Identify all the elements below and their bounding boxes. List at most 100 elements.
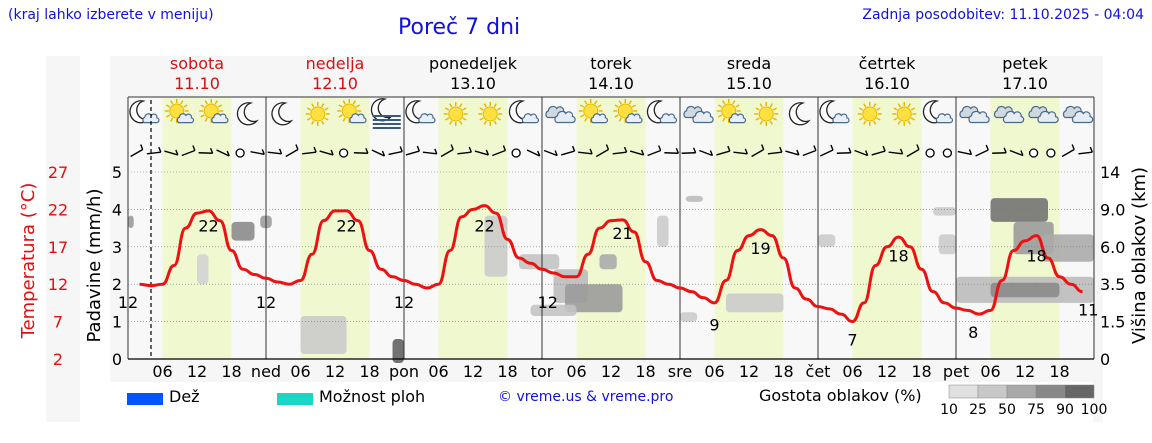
location-hint[interactable]: (kraj lahko izberete v meniju) [8, 7, 214, 23]
cloud-cell [565, 284, 623, 313]
sun-disc [758, 106, 774, 122]
precipitation-tick: 1 [112, 313, 122, 332]
wind-barb [785, 150, 800, 156]
x-tick-label: 06 [290, 362, 310, 381]
cloud-shape [521, 113, 540, 124]
left-margin-strip [46, 56, 80, 422]
wind-barb-flag [158, 146, 162, 153]
daytime-band [576, 97, 646, 359]
cloudy-icon [993, 105, 1025, 124]
x-tick-label: ned [251, 362, 281, 381]
day-name: sreda [727, 54, 771, 73]
last-updated: Zadnja posodobitev: 11.10.2025 - 04:04 [862, 7, 1144, 23]
wind-barb [854, 149, 868, 157]
moon-cloud-icon [129, 100, 160, 124]
cloud-cell [933, 207, 956, 216]
density-scale-tick: 10 [940, 402, 958, 418]
wind-barb-flag [899, 148, 904, 155]
wind-barb [733, 151, 748, 155]
wind-barb [526, 149, 541, 157]
wind-barb-flag [399, 146, 403, 152]
sun-ray [311, 103, 315, 108]
day-name: nedelja [306, 54, 365, 73]
cloud-cell [392, 339, 404, 363]
wind-barb-flag [744, 148, 748, 155]
moon-icon [271, 102, 294, 126]
wind-barb [802, 149, 817, 157]
wind-barb [975, 149, 989, 157]
wind-barb-flag [865, 150, 869, 156]
right-margin-strip [1093, 56, 1103, 422]
x-tick-label: 18 [911, 362, 931, 381]
cloud-cell [1042, 234, 1094, 262]
sun-ray [897, 103, 901, 108]
moon-crescent [271, 102, 294, 126]
x-tick-label: 06 [428, 362, 448, 381]
credit-link[interactable]: © vreme.us & vreme.pro [498, 389, 674, 405]
sun-ray [618, 100, 622, 105]
sun-ray [493, 120, 497, 125]
cloud-shape [692, 110, 714, 124]
x-tick-label: 12 [877, 362, 897, 381]
density-scale-cell [1064, 384, 1095, 399]
sun-ray [732, 100, 736, 105]
temperature-label: 22 [336, 216, 356, 235]
legend-showers-swatch [277, 393, 313, 405]
sun-ray [910, 107, 916, 111]
temperature-axis-label: Temperatura (°C) [18, 183, 39, 340]
wind-barb [1061, 148, 1075, 158]
cloud-shape [968, 110, 990, 124]
day-date: 13.10 [450, 74, 496, 93]
sun-cloud-icon [613, 99, 643, 124]
wind-barb-flag [830, 144, 834, 151]
cloud-shape [349, 113, 367, 124]
moon-icon [236, 102, 259, 126]
wind-barb-flag [779, 146, 783, 153]
wind-barb-flag [381, 150, 386, 157]
sun-ray [462, 117, 467, 121]
sun-ray [165, 104, 171, 108]
wind-barb-flag [192, 145, 196, 151]
sun-ray [614, 104, 619, 108]
sun-ray [772, 117, 778, 121]
sun-ray [170, 100, 174, 105]
temperature-tick: 7 [53, 313, 63, 332]
wind-barb-flag [675, 147, 680, 154]
x-tick-label: 18 [221, 362, 241, 381]
calm-wind-marker [235, 148, 245, 158]
precipitation-tick: 3 [112, 238, 122, 257]
wind-barb [302, 151, 317, 155]
wind-barb-flag [1071, 144, 1075, 150]
wind-barb-flag [813, 145, 817, 151]
temperature-label: 8 [968, 323, 978, 342]
page-title: Poreč 7 dni [398, 15, 521, 40]
wind-barb [647, 149, 661, 157]
x-tick-label: 12 [739, 362, 759, 381]
cloud-shape [728, 113, 747, 124]
daytime-band [714, 97, 784, 359]
cloud-shape [1037, 110, 1059, 124]
cloud-shape [625, 113, 643, 124]
sun-ray [873, 120, 877, 125]
moon-cloud-icon [819, 100, 850, 124]
density-scale-tick: 50 [998, 402, 1016, 418]
temperature-label: 11 [1078, 301, 1098, 320]
cloud-cell [231, 221, 255, 241]
sun-ray [594, 100, 598, 105]
wind-barb [457, 151, 472, 155]
calm-wind-marker [925, 148, 935, 158]
temperature-label: 19 [750, 239, 770, 258]
sun-ray [311, 120, 315, 125]
x-tick-label: 06 [704, 362, 724, 381]
cloud-shape [176, 113, 195, 124]
sun-ray [717, 114, 723, 118]
sun-ray [755, 107, 760, 111]
x-tick-label: 12 [601, 362, 621, 381]
density-scale-cell [1006, 384, 1037, 399]
sun-ray [493, 103, 497, 108]
wind-barb-flag [209, 147, 214, 154]
precipitation-tick: 0 [112, 350, 122, 369]
temperature-tick: 27 [48, 163, 68, 182]
sun-ray [462, 107, 467, 111]
wind-barb [612, 151, 627, 155]
